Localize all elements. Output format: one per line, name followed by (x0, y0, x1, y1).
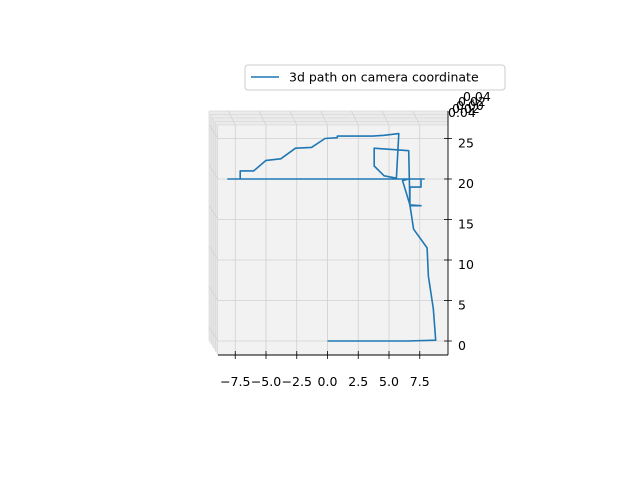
z-tick-label: 0.00 (456, 98, 484, 113)
axes (218, 111, 452, 359)
series-line-3d-path (227, 132, 437, 342)
z-tick-labels: 0.040.020.000.020.04 (448, 89, 491, 120)
x-tick-label: 2.5 (348, 374, 368, 389)
grid (208, 110, 448, 355)
x-tick-label: 0.0 (318, 374, 338, 389)
legend: 3d path on camera coordinate (244, 64, 506, 91)
y-tick-label: 15 (458, 217, 474, 232)
y-tick-label: 20 (458, 176, 474, 191)
x-tick-label: −5.0 (251, 374, 281, 389)
y-tick-label: 5 (458, 298, 466, 313)
x-tick-label: −2.5 (282, 374, 312, 389)
x-tick-label: −7.5 (220, 374, 250, 389)
y-tick-labels: 0 5 10 15 20 25 (458, 136, 474, 354)
back-pane (218, 125, 448, 355)
x-tick-labels: −7.5 −5.0 −2.5 0.0 2.5 5.0 7.5 (220, 374, 430, 389)
x-tick-label: 7.5 (410, 374, 430, 389)
y-tick-label: 10 (458, 257, 474, 272)
y-tick-label: 0 (458, 338, 466, 353)
series-layer (227, 132, 437, 342)
x-tick-label: 5.0 (379, 374, 399, 389)
z-tick-label: 0.04 (448, 105, 476, 120)
z-tick-label: 0.02 (452, 101, 480, 116)
z-tick-label: 0.04 (463, 89, 491, 104)
z-tick-label: 0.02 (458, 94, 486, 109)
legend-box (244, 64, 506, 91)
legend-label: 3d path on camera coordinate (289, 70, 479, 85)
y-tick-label: 25 (458, 136, 474, 151)
